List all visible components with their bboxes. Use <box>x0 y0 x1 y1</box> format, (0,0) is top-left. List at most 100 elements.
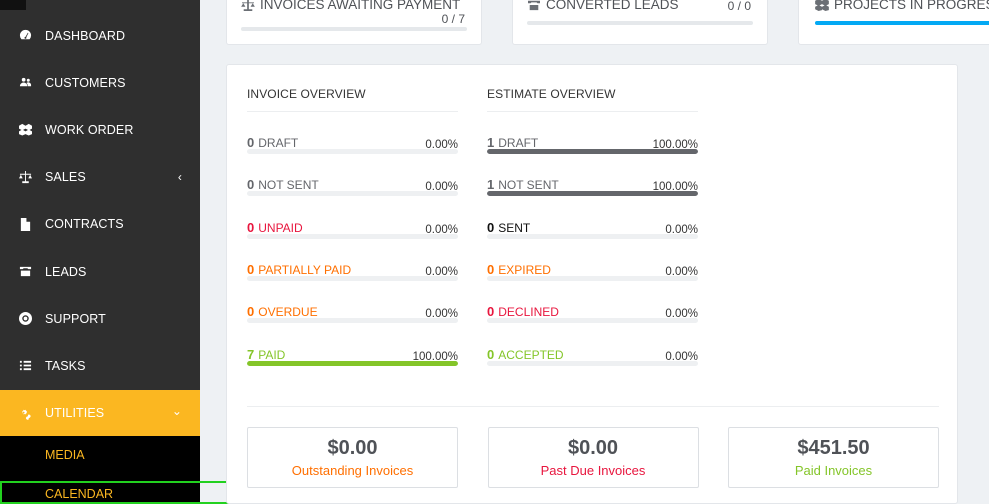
selection-highlight <box>0 481 237 504</box>
row-percent: 0.00% <box>665 308 698 321</box>
row-label: 0 NOT SENT <box>247 177 319 192</box>
row-count: 0 <box>487 261 495 277</box>
sidebar-item-label: SUPPORT <box>45 311 106 326</box>
row-label: 0 OVERDUE <box>247 304 318 319</box>
converted-leads-card[interactable]: CONVERTED LEADS 0 / 0 <box>512 0 768 45</box>
row-progress-bar <box>247 318 458 324</box>
row-status: ACCEPTED <box>498 347 564 362</box>
utilities-submenu: MEDIA CALENDAR <box>0 436 200 504</box>
sidebar-item-dashboard[interactable]: DASHBOARD <box>0 12 200 59</box>
row-percent: 0.00% <box>425 223 458 236</box>
estimate-overview-rule <box>487 111 698 112</box>
row-percent: 100.00% <box>652 181 698 194</box>
file-icon <box>19 217 32 231</box>
summary-paid-invoices[interactable]: $451.50 Paid Invoices <box>728 427 939 488</box>
invoice-overview-title: INVOICE OVERVIEW <box>247 87 366 101</box>
row-progress-bar <box>247 191 458 197</box>
invoice-overview-row-paid[interactable]: 7 PAID 100.00% <box>247 347 458 377</box>
row-label: 0 UNPAID <box>247 220 303 235</box>
row-progress-bar <box>487 360 698 366</box>
row-count: 0 <box>247 177 255 193</box>
logo[interactable] <box>0 0 26 10</box>
row-status: DECLINED <box>498 305 559 320</box>
invoices-awaiting-title: INVOICES AWAITING PAYMENT <box>260 0 461 12</box>
summary-past-due-invoices[interactable]: $0.00 Past Due Invoices <box>487 427 699 488</box>
row-progress-bar <box>487 275 698 281</box>
row-status: PARTIALLY PAID <box>258 262 352 277</box>
row-count: 0 <box>487 346 495 362</box>
row-progress-bar <box>247 275 458 281</box>
row-percent: 0.00% <box>425 181 458 194</box>
sidebar-item-label: CUSTOMERS <box>45 75 126 90</box>
row-label: 0 DECLINED <box>487 304 559 319</box>
sidebar-item-utilities[interactable]: UTILITIES ⌄ <box>0 389 200 437</box>
projects-progress <box>815 21 989 25</box>
invoice-overview-row-draft[interactable]: 0 DRAFT 0.00% <box>247 135 458 165</box>
summary-divider <box>247 406 939 407</box>
invoices-awaiting-progress <box>241 27 467 31</box>
estimate-overview-row-declined[interactable]: 0 DECLINED 0.00% <box>487 304 698 334</box>
invoice-overview-rule <box>247 111 458 112</box>
cubes-icon <box>815 0 829 11</box>
row-progress-bar <box>487 191 698 197</box>
sidebar-item-label: WORK ORDER <box>45 122 134 137</box>
row-count: 1 <box>487 177 495 193</box>
converted-leads-title: CONVERTED LEADS <box>546 0 679 12</box>
row-status: OVERDUE <box>258 305 318 320</box>
converted-leads-title-wrap: CONVERTED LEADS <box>527 0 679 12</box>
row-percent: 100.00% <box>652 139 698 151</box>
estimate-overview-row-not-sent[interactable]: 1 NOT SENT 100.00% <box>487 177 698 207</box>
invoices-awaiting-value: 0 / 7 <box>441 12 465 26</box>
row-status: PAID <box>258 347 286 362</box>
chevron-left-icon: ‹ <box>177 170 182 185</box>
row-count: 0 <box>247 261 255 277</box>
tty-icon <box>528 0 540 10</box>
estimate-overview-row-draft[interactable]: 1 DRAFT 100.00% <box>487 135 698 165</box>
row-label: 0 PARTIALLY PAID <box>247 262 351 277</box>
invoices-awaiting-card[interactable]: INVOICES AWAITING PAYMENT 0 / 7 <box>226 0 482 45</box>
dashboard-icon <box>19 29 32 42</box>
projects-in-progress-card[interactable]: PROJECTS IN PROGRESS <box>798 0 989 45</box>
row-progress-bar <box>247 149 458 154</box>
estimate-overview-row-sent[interactable]: 0 SENT 0.00% <box>487 220 698 250</box>
invoice-overview-row-not-sent[interactable]: 0 NOT SENT 0.00% <box>247 177 458 207</box>
row-status: SENT <box>498 220 531 235</box>
sidebar-item-work-order[interactable]: WORK ORDER <box>0 106 200 153</box>
tty-icon <box>19 265 32 278</box>
converted-leads-progress <box>527 21 753 25</box>
invoice-overview-row-unpaid[interactable]: 0 UNPAID 0.00% <box>247 220 458 250</box>
sidebar-item-label: SALES <box>45 170 86 185</box>
sidebar-item-customers[interactable]: CUSTOMERS <box>0 59 200 106</box>
row-progress-fill <box>487 191 698 197</box>
summary-amount: $451.50 <box>797 437 870 459</box>
life-ring-icon <box>19 312 32 326</box>
cubes-icon <box>19 123 32 136</box>
invoice-overview-row-partially-paid[interactable]: 0 PARTIALLY PAID 0.00% <box>247 262 458 292</box>
submenu-item-calendar[interactable]: CALENDAR <box>45 487 114 501</box>
row-label: 0 EXPIRED <box>487 262 551 277</box>
summary-outstanding-invoices[interactable]: $0.00 Outstanding Invoices <box>247 427 458 488</box>
row-label: 0 SENT <box>487 220 530 235</box>
row-label: 1 DRAFT <box>487 135 538 150</box>
estimate-overview-row-accepted[interactable]: 0 ACCEPTED 0.00% <box>487 347 698 377</box>
row-progress-bar <box>487 233 698 239</box>
sidebar-item-tasks[interactable]: TASKS <box>0 342 200 389</box>
converted-leads-value: 0 / 0 <box>727 0 751 13</box>
sidebar-item-support[interactable]: SUPPORT <box>0 295 200 342</box>
row-progress-fill <box>247 360 458 366</box>
estimate-overview-row-expired[interactable]: 0 EXPIRED 0.00% <box>487 262 698 292</box>
cogs-icon <box>19 407 32 420</box>
sidebar-item-contracts[interactable]: CONTRACTS <box>0 201 200 248</box>
row-status: EXPIRED <box>498 262 551 277</box>
invoice-overview-row-overdue[interactable]: 0 OVERDUE 0.00% <box>247 304 458 334</box>
row-label: 0 DRAFT <box>247 135 298 150</box>
row-status: NOT SENT <box>258 178 319 193</box>
submenu-item-media[interactable]: MEDIA <box>45 448 85 462</box>
sidebar-item-label: UTILITIES <box>45 406 105 421</box>
sidebar-item-leads[interactable]: LEADS <box>0 248 200 295</box>
projects-title-wrap: PROJECTS IN PROGRESS <box>815 0 989 12</box>
sidebar-item-sales[interactable]: SALES ‹ <box>0 154 200 201</box>
summary-label: Paid Invoices <box>794 463 873 478</box>
projects-in-progress-title: PROJECTS IN PROGRESS <box>834 0 989 12</box>
balance-scale-icon <box>19 170 32 184</box>
